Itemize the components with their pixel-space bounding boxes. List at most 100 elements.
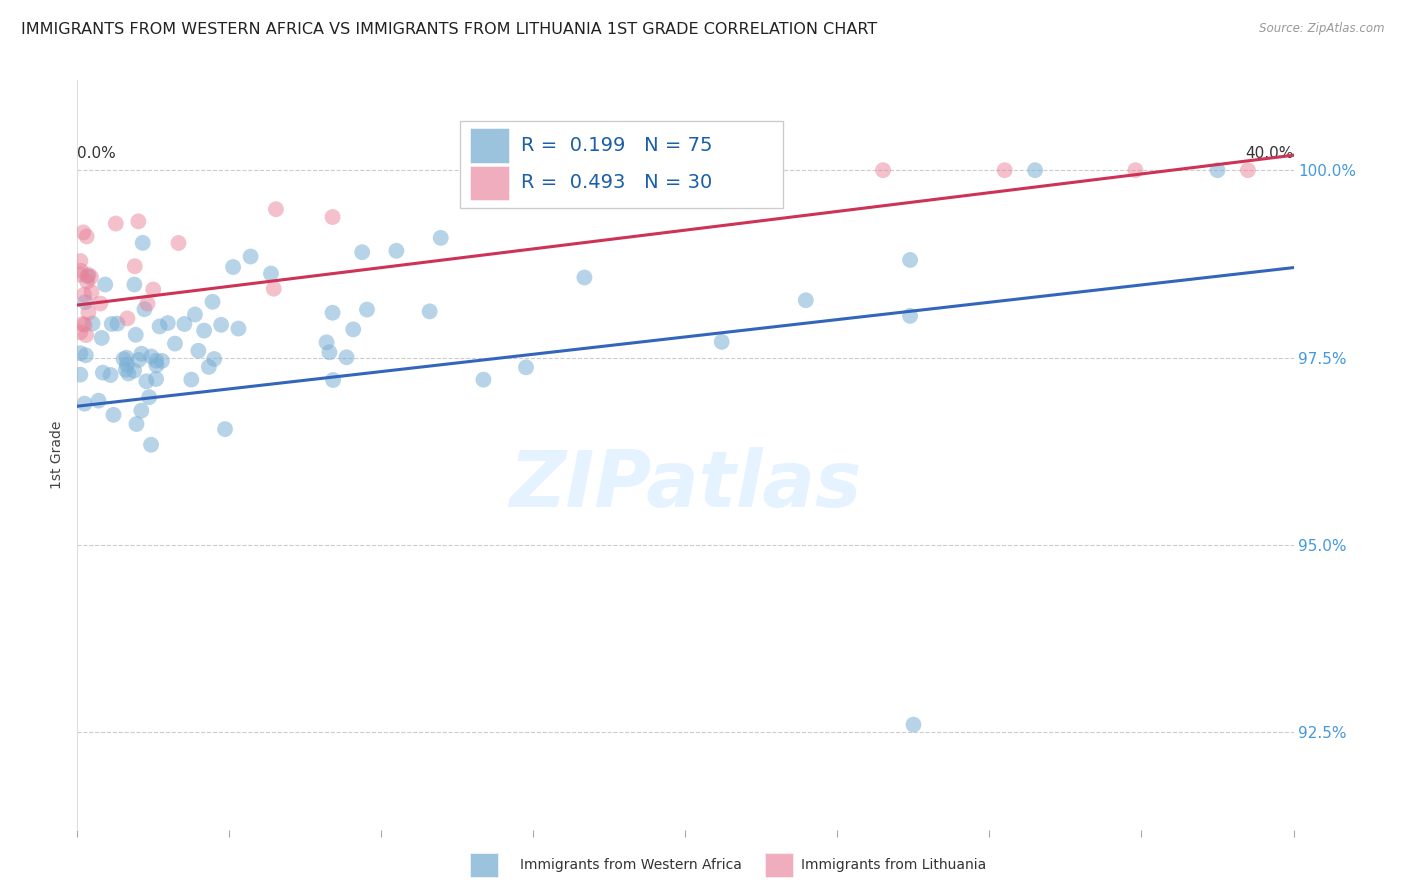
Point [1024, 163, 1046, 178]
Point [131, 403, 153, 417]
Point [139, 438, 162, 452]
Point [184, 308, 207, 322]
Text: Immigrants from Western Africa: Immigrants from Western Africa [520, 858, 742, 872]
Point [385, 244, 408, 258]
Point [73, 397, 96, 411]
Text: R =  0.199   N = 75: R = 0.199 N = 75 [522, 136, 713, 155]
Point [322, 210, 344, 224]
Point [75, 328, 97, 343]
Point [141, 350, 163, 364]
Point [72, 317, 94, 331]
Point [193, 324, 215, 338]
Point [128, 353, 150, 368]
FancyBboxPatch shape [460, 121, 783, 208]
Point [163, 336, 186, 351]
Point [132, 235, 155, 250]
Point [201, 294, 224, 309]
Point [209, 318, 232, 332]
Point [260, 267, 283, 281]
Point [75, 295, 97, 310]
Point [94, 277, 117, 292]
Point [198, 359, 221, 374]
Point [77, 268, 100, 282]
Point [472, 373, 495, 387]
Point [239, 250, 262, 264]
Text: Source: ZipAtlas.com: Source: ZipAtlas.com [1260, 22, 1385, 36]
Point [145, 358, 167, 372]
Text: Immigrants from Lithuania: Immigrants from Lithuania [801, 858, 987, 872]
Text: IMMIGRANTS FROM WESTERN AFRICA VS IMMIGRANTS FROM LITHUANIA 1ST GRADE CORRELATIO: IMMIGRANTS FROM WESTERN AFRICA VS IMMIGR… [21, 22, 877, 37]
Point [124, 259, 146, 273]
Point [322, 306, 344, 320]
FancyBboxPatch shape [470, 166, 509, 200]
Point [107, 317, 129, 331]
Point [72, 226, 94, 240]
Point [117, 367, 139, 381]
Point [794, 293, 817, 308]
Point [69, 346, 91, 360]
Point [127, 214, 149, 228]
Point [515, 360, 537, 375]
Text: 0.0%: 0.0% [77, 146, 117, 161]
Text: R =  0.493   N = 30: R = 0.493 N = 30 [522, 173, 713, 193]
Point [1237, 163, 1260, 178]
Point [315, 335, 337, 350]
Point [87, 393, 110, 408]
Text: 40.0%: 40.0% [1246, 146, 1294, 161]
Point [114, 362, 136, 376]
Point [138, 390, 160, 404]
Point [903, 717, 925, 731]
Point [180, 373, 202, 387]
Point [356, 302, 378, 317]
Point [82, 317, 104, 331]
Point [136, 296, 159, 310]
Point [124, 277, 146, 292]
Point [419, 304, 441, 318]
Point [104, 217, 127, 231]
Point [710, 334, 733, 349]
Point [73, 318, 96, 332]
Point [122, 364, 145, 378]
Point [574, 270, 596, 285]
Point [322, 373, 344, 387]
Point [70, 264, 93, 278]
Point [1125, 163, 1147, 178]
Point [117, 311, 139, 326]
Point [69, 268, 91, 282]
Point [76, 275, 98, 289]
Point [69, 325, 91, 339]
Y-axis label: 1st Grade: 1st Grade [51, 421, 65, 489]
Point [429, 231, 451, 245]
Point [115, 358, 138, 372]
Point [76, 269, 98, 284]
Point [125, 327, 148, 342]
Point [222, 260, 245, 274]
Point [100, 317, 122, 331]
Point [103, 408, 125, 422]
Point [872, 163, 894, 178]
Point [80, 270, 103, 285]
Point [173, 317, 195, 331]
Point [994, 163, 1017, 178]
Point [214, 422, 236, 436]
Text: ZIPatlas: ZIPatlas [509, 447, 862, 523]
FancyBboxPatch shape [470, 128, 509, 162]
Point [145, 372, 167, 386]
Point [69, 368, 91, 382]
Point [69, 254, 91, 268]
Point [75, 348, 97, 362]
Point [202, 351, 225, 366]
Point [125, 417, 148, 431]
Point [264, 202, 287, 217]
Point [167, 235, 190, 250]
Point [149, 319, 172, 334]
Point [898, 252, 921, 267]
Point [145, 353, 167, 368]
Point [1206, 163, 1229, 178]
Point [91, 366, 114, 380]
Point [335, 351, 357, 365]
Point [135, 374, 157, 388]
Point [342, 322, 364, 336]
Point [112, 352, 135, 367]
Point [318, 345, 340, 359]
